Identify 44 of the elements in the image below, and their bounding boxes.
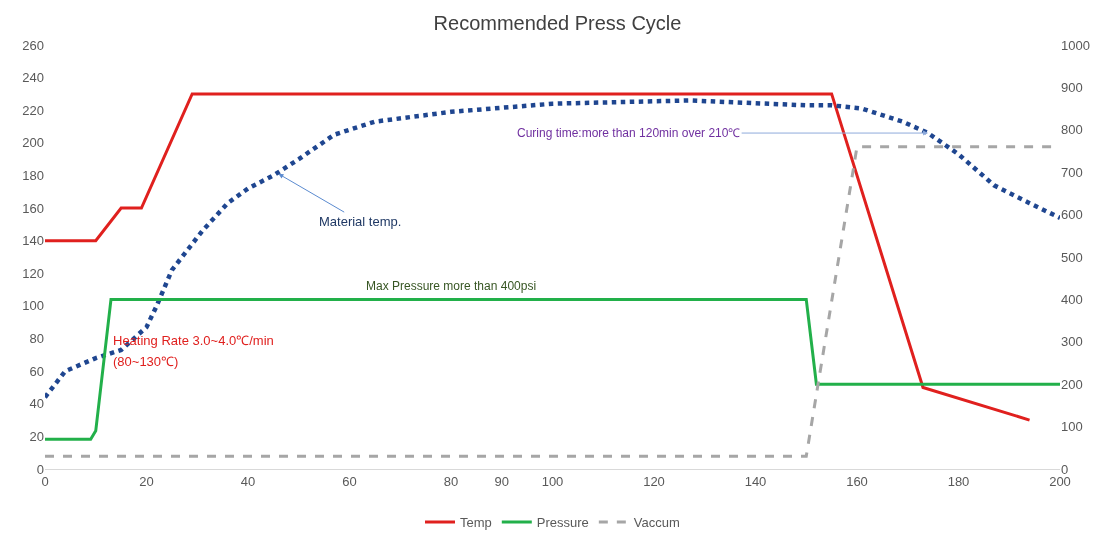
y2-tick-label: 600 xyxy=(1061,207,1083,223)
y-tick-label: 240 xyxy=(22,70,44,86)
x-tick-label: 100 xyxy=(541,473,564,489)
y-tick-label: 220 xyxy=(22,102,44,118)
y2-tick-label: 800 xyxy=(1061,122,1083,138)
y-tick-label: 260 xyxy=(22,37,44,53)
annotation: Material temp. xyxy=(319,214,402,229)
y2-tick-label: 200 xyxy=(1061,376,1083,392)
annotation: (80~130℃) xyxy=(113,354,179,369)
y-tick-label: 80 xyxy=(29,331,44,347)
x-tick-label: 80 xyxy=(443,473,459,489)
y-tick-label: 0 xyxy=(36,461,44,477)
legend-label: Pressure xyxy=(536,515,589,531)
line-series xyxy=(45,297,1060,441)
y2-tick-label: 900 xyxy=(1061,79,1083,95)
x-tick-label: 40 xyxy=(240,473,256,489)
x-tick-label: 160 xyxy=(846,473,868,489)
y2-tick-label: 500 xyxy=(1061,249,1083,265)
chart-title: Recommended Press Cycle xyxy=(433,12,682,35)
y2-tick-label: 700 xyxy=(1061,164,1083,180)
legend-label: Vaccum xyxy=(633,515,680,531)
annotation: Curing time:more than 120min over 210℃ xyxy=(517,126,741,140)
y-tick-label: 200 xyxy=(22,135,44,151)
y-tick-label: 60 xyxy=(29,363,44,379)
y2-tick-label: 300 xyxy=(1061,334,1083,350)
x-tick-label: 180 xyxy=(947,473,970,489)
y-tick-label: 100 xyxy=(22,298,44,314)
y-tick-label: 140 xyxy=(22,233,44,249)
x-tick-label: 90 xyxy=(494,473,509,489)
x-tick-label: 60 xyxy=(342,473,357,489)
y2-tick-label: 100 xyxy=(1061,419,1083,435)
y2-tick-label: 400 xyxy=(1061,291,1083,307)
x-tick-label: 120 xyxy=(643,473,665,489)
y-tick-label: 120 xyxy=(22,265,44,281)
x-tick-label: 20 xyxy=(139,473,154,489)
y-tick-label: 160 xyxy=(22,200,44,216)
legend-label: Temp xyxy=(460,515,492,531)
y2-tick-label: 1000 xyxy=(1061,37,1090,53)
y-tick-label: 40 xyxy=(29,396,44,412)
annotation: Max Pressure more than 400psi xyxy=(366,279,537,293)
x-tick-label: 140 xyxy=(744,473,767,489)
annotation: Heating Rate 3.0~4.0℃/min xyxy=(113,333,274,348)
y-tick-label: 180 xyxy=(22,168,44,184)
y-tick-label: 20 xyxy=(29,428,44,444)
